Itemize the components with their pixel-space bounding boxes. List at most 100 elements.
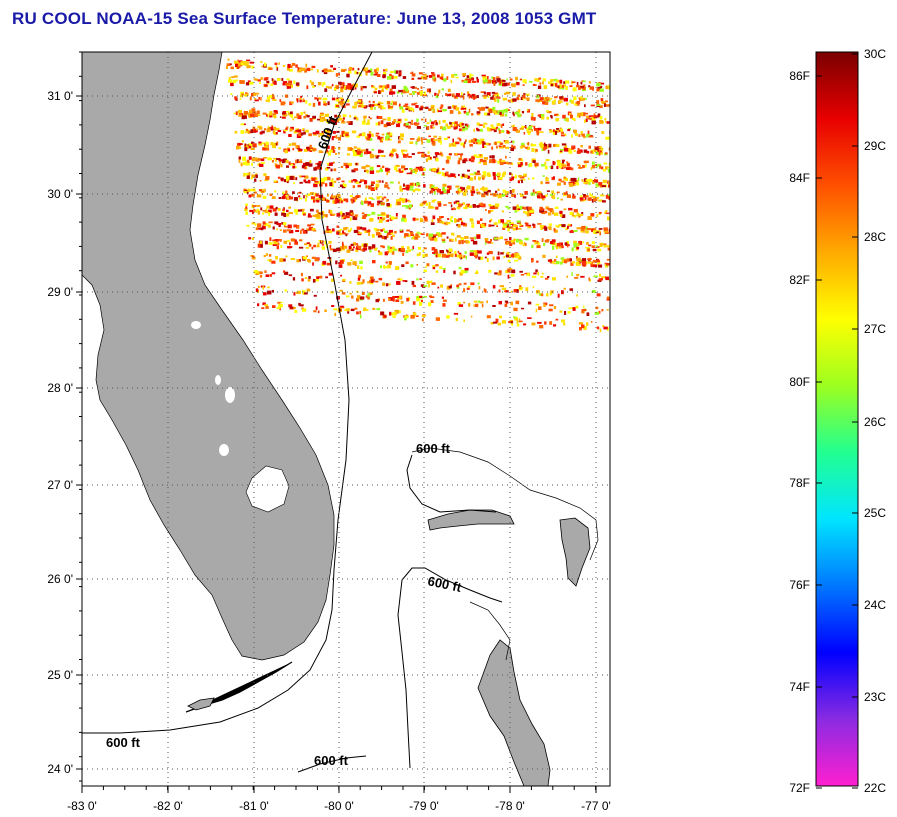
sst-pixel <box>288 134 292 137</box>
sst-pixel <box>251 108 256 113</box>
sst-pixel <box>471 190 476 194</box>
sst-pixel <box>468 77 473 80</box>
sst-pixel <box>317 242 320 247</box>
sst-pixel <box>462 126 466 129</box>
sst-pixel <box>410 314 415 319</box>
sst-pixel <box>454 253 457 257</box>
sst-pixel <box>553 143 558 147</box>
sst-pixel <box>492 305 496 307</box>
sst-pixel <box>432 109 435 113</box>
sst-pixel <box>509 237 512 241</box>
sst-pixel <box>386 84 390 89</box>
sst-pixel <box>512 98 517 102</box>
sst-pixel <box>249 209 253 213</box>
sst-pixel <box>485 209 487 211</box>
sst-pixel <box>470 193 474 196</box>
sst-pixel <box>328 272 333 276</box>
sst-pixel <box>471 224 475 228</box>
sst-pixel <box>531 275 537 278</box>
sst-pixel <box>449 110 454 114</box>
sst-pixel <box>345 68 347 71</box>
sst-pixel <box>460 237 464 241</box>
sst-pixel <box>411 248 414 251</box>
sst-pixel <box>399 106 404 110</box>
sst-pixel <box>375 132 380 135</box>
sst-pixel <box>462 202 466 205</box>
sst-pixel <box>252 256 256 260</box>
sst-pixel <box>497 272 500 275</box>
sst-pixel <box>477 170 480 174</box>
sst-pixel <box>516 204 519 208</box>
sst-pixel <box>255 92 260 95</box>
sst-pixel <box>322 82 326 85</box>
sst-pixel <box>258 143 263 146</box>
sst-pixel <box>458 218 462 221</box>
sst-pixel <box>259 244 263 248</box>
sst-pixel <box>312 229 317 232</box>
sst-pixel <box>449 121 452 125</box>
sst-pixel <box>371 181 375 184</box>
sst-pixel <box>475 251 477 255</box>
sst-pixel <box>254 128 258 133</box>
sst-pixel <box>541 272 544 275</box>
sst-pixel <box>427 88 431 93</box>
sst-pixel <box>470 239 475 242</box>
sst-pixel <box>605 121 608 123</box>
sst-pixel <box>299 159 302 163</box>
sst-pixel <box>395 266 400 270</box>
sst-pixel <box>540 181 543 185</box>
sst-pixel <box>386 199 389 202</box>
sst-pixel <box>356 226 360 230</box>
sst-pixel <box>245 82 250 86</box>
sst-pixel <box>492 106 496 111</box>
sst-pixel <box>276 158 281 160</box>
sst-pixel <box>328 152 331 156</box>
sst-pixel <box>596 163 601 167</box>
sst-pixel <box>349 195 353 198</box>
sst-pixel <box>493 82 496 86</box>
sst-pixel <box>486 258 489 262</box>
sst-pixel <box>341 130 345 135</box>
sst-pixel <box>357 99 362 103</box>
sst-pixel <box>545 159 550 162</box>
sst-pixel <box>485 142 489 146</box>
sst-pixel <box>521 307 525 310</box>
sst-pixel <box>378 219 383 223</box>
sst-pixel <box>504 290 506 293</box>
sst-pixel <box>417 151 421 154</box>
sst-pixel <box>368 292 373 295</box>
sst-pixel <box>541 164 546 167</box>
sst-pixel <box>501 193 504 197</box>
sst-pixel <box>543 242 546 246</box>
sst-pixel <box>419 295 423 298</box>
sst-pixel <box>523 206 526 210</box>
sst-pixel <box>345 133 349 137</box>
sst-pixel <box>549 321 553 325</box>
sst-pixel <box>579 327 582 331</box>
sst-pixel <box>398 70 402 74</box>
sst-pixel <box>371 211 376 215</box>
sst-pixel <box>373 69 377 73</box>
sst-pixel <box>485 112 491 116</box>
sst-pixel <box>535 308 538 313</box>
sst-pixel <box>493 222 498 226</box>
sst-pixel <box>326 198 328 201</box>
sst-pixel <box>498 301 502 305</box>
sst-pixel <box>334 198 338 202</box>
sst-pixel <box>289 111 293 115</box>
sst-pixel <box>401 165 406 169</box>
sst-pixel <box>572 261 575 264</box>
sst-pixel <box>543 142 546 146</box>
sst-pixel <box>257 223 262 228</box>
sst-pixel <box>355 250 359 252</box>
sst-pixel <box>305 162 310 166</box>
small-lake <box>191 321 201 329</box>
sst-pixel <box>463 144 465 148</box>
sst-pixel <box>459 124 463 126</box>
sst-pixel <box>476 122 480 126</box>
sst-pixel <box>341 84 345 86</box>
sst-pixel <box>354 180 358 183</box>
sst-pixel <box>366 186 369 189</box>
sst-pixel <box>423 77 428 80</box>
sst-pixel <box>342 182 345 187</box>
